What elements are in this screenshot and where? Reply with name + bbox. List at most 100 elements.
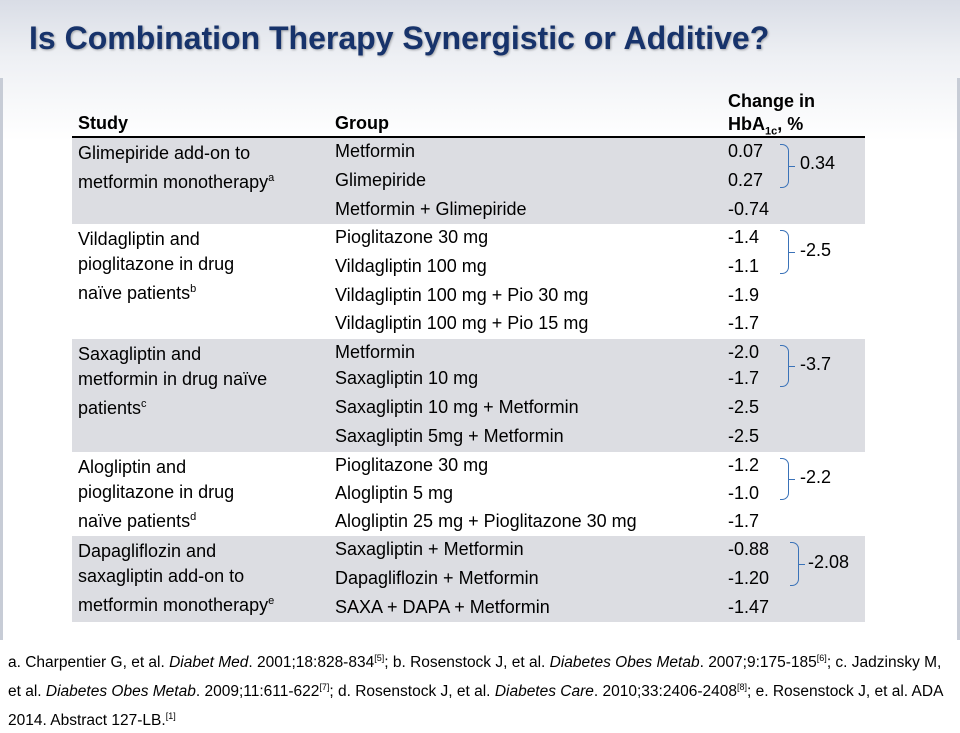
group-cell: Vildagliptin 100 mg <box>335 256 487 276</box>
study-section-vildagliptin: Vildagliptin and pioglitazone in drug na… <box>72 224 865 339</box>
table-row: Metformin 0.07 <box>72 138 865 167</box>
table-row: Vildagliptin 100 mg -1.1 <box>72 253 865 282</box>
header-hba: HbA <box>728 114 765 134</box>
study-line: Vildagliptin and <box>78 229 200 249</box>
combined-value: -2.5 <box>800 240 832 260</box>
ref-d-journal: Diabetes Care <box>494 683 594 701</box>
group-cell: Metformin <box>335 141 416 161</box>
group-cell: Vildagliptin 100 mg + Pio 15 mg <box>335 313 589 333</box>
study-line: patients <box>78 398 142 418</box>
value-cell: -1.7 <box>728 313 760 333</box>
study-line: pioglitazone in drug <box>78 254 235 274</box>
study-line-last: naïve patientsb <box>78 277 328 306</box>
ref-c-text: ; c. Jadzinsky M, et al. <box>8 654 942 701</box>
table-row: Alogliptin 5 mg -1.0 <box>72 480 865 508</box>
combined-value: -2.2 <box>800 467 832 487</box>
group-cell: Alogliptin 25 mg + Pioglitazone 30 mg <box>335 511 637 531</box>
ref-d-cite: . 2010;33:2406-2408 <box>593 683 737 701</box>
study-line: Dapagliflozin and <box>78 541 217 561</box>
study-footnote-mark: b <box>190 283 197 295</box>
value-cell: -2.5 <box>728 397 760 417</box>
value-cell: -1.4 <box>728 227 760 247</box>
group-cell: Alogliptin 5 mg <box>335 483 454 503</box>
group-cell: SAXA + DAPA + Metformin <box>335 597 550 617</box>
group-cell: Metformin <box>335 342 416 362</box>
ref-a-number: [5] <box>374 653 385 663</box>
study-label: Dapagliflozin and saxagliptin add-on to … <box>78 539 328 618</box>
study-label: Saxagliptin and metformin in drug naïve … <box>78 342 328 421</box>
combined-value: 0.34 <box>800 153 836 173</box>
references-footnote: a. Charpentier G, et al. Diabet Med. 200… <box>8 646 952 733</box>
study-line: Alogliptin and <box>78 457 187 477</box>
study-line: Saxagliptin and <box>78 344 202 364</box>
ref-d-number: [8] <box>736 682 747 693</box>
ref-b-cite: . 2007;9:175-185 <box>699 654 817 672</box>
table-row: Dapagliflozin + Metformin -1.20 <box>72 565 865 594</box>
group-cell: Pioglitazone 30 mg <box>335 455 489 475</box>
header-study: Study <box>78 113 129 133</box>
study-footnote-mark: c <box>141 398 147 410</box>
table-row: Saxagliptin + Metformin -0.88 <box>72 536 865 565</box>
study-footnote-mark: a <box>268 172 275 184</box>
combined-value: -3.7 <box>800 354 832 374</box>
study-line-last: metformin monotherapya <box>78 166 328 195</box>
ref-a-cite: . 2001;18:828-834 <box>248 654 375 672</box>
bracket-icon <box>780 458 795 500</box>
value-cell: -1.0 <box>728 483 760 503</box>
group-cell: Metformin + Glimepiride <box>335 199 527 219</box>
group-cell: Vildagliptin 100 mg + Pio 30 mg <box>335 285 589 305</box>
value-cell: -1.2 <box>728 455 760 475</box>
table-row: Saxagliptin 10 mg + Metformin -2.5 <box>72 394 865 423</box>
table-row: SAXA + DAPA + Metformin -1.47 <box>72 594 865 622</box>
header-hba-sub: 1c <box>765 125 778 138</box>
results-table: Study Group Change in HbA1c, % Glimepiri… <box>72 88 865 622</box>
header-change-line2: HbA1c, % <box>728 113 815 144</box>
study-line: metformin in drug naïve <box>78 369 268 389</box>
ref-b-text: ; b. Rosenstock J, et al. <box>384 654 550 672</box>
value-cell: -1.7 <box>728 368 760 388</box>
value-cell: -1.47 <box>728 597 770 617</box>
value-cell: -1.9 <box>728 285 760 305</box>
table-row: Saxagliptin 5mg + Metformin -2.5 <box>72 423 865 452</box>
slide-frame <box>0 78 960 640</box>
study-line: metformin monotherapy <box>78 595 269 615</box>
value-cell: 0.07 <box>728 141 764 161</box>
study-label: Glimepiride add-on to metformin monother… <box>78 141 328 195</box>
study-line: naïve patients <box>78 283 191 303</box>
slide-background <box>0 0 960 640</box>
group-cell: Saxagliptin + Metformin <box>335 539 524 559</box>
header-change-hba1c: Change in HbA1c, % <box>728 90 815 144</box>
value-cell: -2.0 <box>728 342 760 362</box>
value-cell: -1.1 <box>728 256 760 276</box>
study-section-glimepiride: Glimepiride add-on to metformin monother… <box>72 138 865 224</box>
study-footnote-mark: e <box>268 595 275 607</box>
header-unit: , % <box>777 114 804 134</box>
study-line: metformin monotherapy <box>78 172 269 192</box>
table-row: Metformin -2.0 <box>72 339 865 365</box>
bracket-icon <box>780 144 795 188</box>
table-row: Pioglitazone 30 mg -1.4 <box>72 224 865 253</box>
group-cell: Saxagliptin 5mg + Metformin <box>335 426 564 446</box>
value-cell: -0.88 <box>728 539 770 559</box>
slide-title: Is Combination Therapy Synergistic or Ad… <box>29 20 770 56</box>
group-cell: Saxagliptin 10 mg <box>335 368 479 388</box>
header-change-line1: Change in <box>728 91 816 111</box>
study-line: Glimepiride add-on to <box>78 143 251 163</box>
study-label: Alogliptin and pioglitazone in drug naïv… <box>78 455 328 534</box>
table-header: Study Group Change in HbA1c, % <box>72 88 865 138</box>
study-section-saxagliptin: Saxagliptin and metformin in drug naïve … <box>72 339 865 452</box>
table-row: Metformin + Glimepiride -0.74 <box>72 196 865 224</box>
study-line: saxagliptin add-on to <box>78 566 245 586</box>
group-cell: Pioglitazone 30 mg <box>335 227 489 247</box>
value-cell: -1.20 <box>728 568 770 588</box>
study-line: naïve patients <box>78 511 191 531</box>
study-section-dapagliflozin: Dapagliflozin and saxagliptin add-on to … <box>72 536 865 622</box>
study-section-alogliptin: Alogliptin and pioglitazone in drug naïv… <box>72 452 865 536</box>
bracket-icon <box>780 345 795 387</box>
study-line: pioglitazone in drug <box>78 482 235 502</box>
group-cell: Glimepiride <box>335 170 427 190</box>
value-cell: 0.27 <box>728 170 764 190</box>
table-row: Glimepiride 0.27 <box>72 167 865 196</box>
table-row: Saxagliptin 10 mg -1.7 <box>72 365 865 394</box>
table-row: Pioglitazone 30 mg -1.2 <box>72 452 865 480</box>
